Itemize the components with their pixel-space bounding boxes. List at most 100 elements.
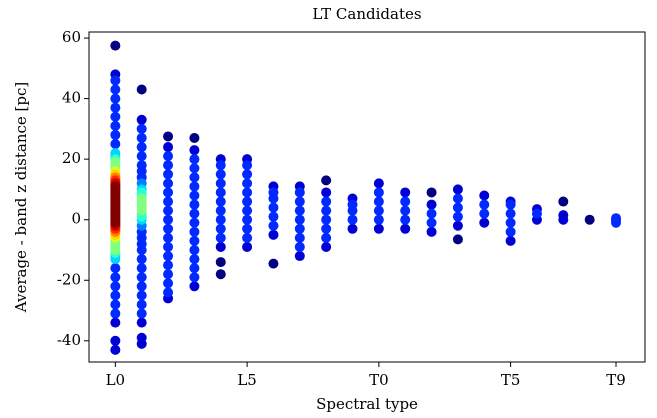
data-point — [136, 151, 147, 162]
data-point — [268, 187, 279, 198]
x-tick-label: L5 — [237, 371, 257, 389]
data-point — [426, 226, 437, 237]
data-point — [110, 263, 121, 274]
data-point — [373, 214, 384, 225]
data-point — [400, 214, 411, 225]
data-point — [400, 196, 411, 207]
data-point — [294, 205, 305, 216]
data-point — [136, 332, 147, 343]
data-point — [215, 241, 226, 252]
data-point — [268, 220, 279, 231]
data-point — [163, 260, 174, 271]
y-tick-label: -20 — [57, 270, 81, 288]
data-point — [242, 223, 253, 234]
data-point — [373, 196, 384, 207]
y-axis-label: Average - band z distance [pc] — [12, 82, 30, 314]
data-point — [163, 278, 174, 289]
data-point — [400, 187, 411, 198]
data-point — [189, 208, 200, 219]
data-point — [189, 163, 200, 174]
data-point — [163, 142, 174, 153]
data-point — [163, 287, 174, 298]
data-point — [268, 211, 279, 222]
data-point — [110, 93, 121, 104]
chart-title: LT Candidates — [312, 5, 421, 23]
data-point — [242, 169, 253, 180]
data-point — [110, 181, 121, 192]
data-point — [215, 205, 226, 216]
data-point — [110, 120, 121, 131]
data-point — [242, 205, 253, 216]
data-point — [452, 184, 463, 195]
data-point — [373, 187, 384, 198]
data-point — [136, 254, 147, 265]
data-point — [347, 199, 358, 210]
data-point — [189, 199, 200, 210]
data-point — [163, 223, 174, 234]
data-point — [110, 272, 121, 283]
data-point — [452, 220, 463, 231]
y-tick-label: 60 — [62, 28, 81, 46]
data-point — [110, 40, 121, 51]
data-point — [242, 196, 253, 207]
data-point — [110, 157, 121, 168]
data-point — [163, 232, 174, 243]
data-point — [136, 142, 147, 153]
data-point — [163, 151, 174, 162]
data-point — [531, 208, 542, 219]
data-point — [321, 175, 332, 186]
data-point — [242, 178, 253, 189]
data-point — [189, 235, 200, 246]
data-point — [215, 257, 226, 268]
data-point — [321, 205, 332, 216]
data-point — [163, 241, 174, 252]
data-point — [136, 317, 147, 328]
data-point — [611, 213, 622, 224]
data-point — [136, 299, 147, 310]
data-point — [294, 251, 305, 262]
data-point — [110, 281, 121, 292]
data-point — [189, 263, 200, 274]
data-point — [136, 114, 147, 125]
data-point — [110, 111, 121, 122]
data-point — [136, 263, 147, 274]
data-point — [294, 214, 305, 225]
data-point — [321, 241, 332, 252]
data-point — [294, 232, 305, 243]
y-tick-label: 40 — [62, 89, 81, 107]
data-point — [110, 102, 121, 113]
data-point — [110, 290, 121, 301]
data-point — [189, 190, 200, 201]
data-point — [242, 160, 253, 171]
data-point — [321, 196, 332, 207]
data-point — [321, 223, 332, 234]
data-point — [136, 193, 147, 204]
data-point — [136, 272, 147, 283]
data-point — [110, 75, 121, 86]
data-point — [347, 223, 358, 234]
y-tick-label: -40 — [57, 331, 81, 349]
data-point — [163, 178, 174, 189]
data-point — [215, 214, 226, 225]
data-point — [505, 235, 516, 246]
data-point — [242, 241, 253, 252]
data-point — [136, 123, 147, 134]
data-point — [110, 139, 121, 150]
data-point — [215, 232, 226, 243]
data-point — [215, 223, 226, 234]
data-point — [110, 84, 121, 95]
data-point — [479, 217, 490, 228]
data-point — [110, 308, 121, 319]
data-point — [163, 214, 174, 225]
data-point — [294, 223, 305, 234]
data-point — [426, 199, 437, 210]
data-point — [479, 199, 490, 210]
data-point — [215, 169, 226, 180]
x-tick-label: L0 — [106, 371, 126, 389]
data-point — [215, 196, 226, 207]
data-point — [426, 187, 437, 198]
data-point — [268, 258, 279, 269]
plot-frame — [88, 31, 646, 363]
data-point — [136, 290, 147, 301]
